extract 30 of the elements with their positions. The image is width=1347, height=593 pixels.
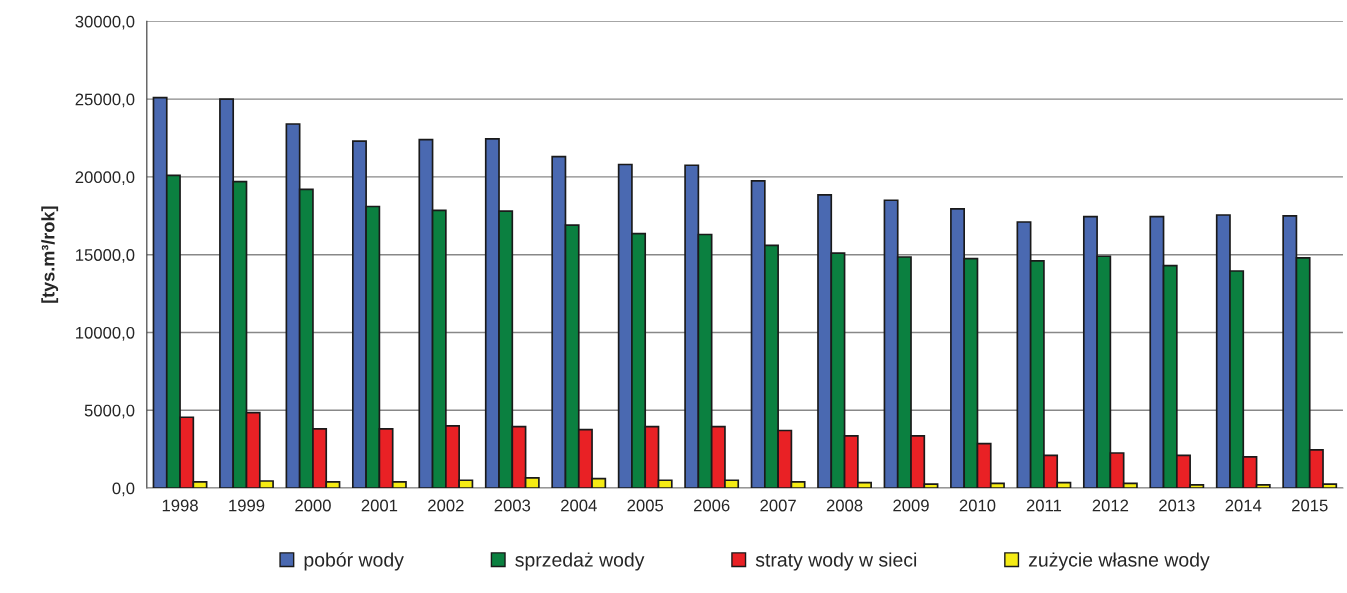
x-tick-label: 1999 <box>229 499 265 512</box>
legend-label: sprzedaż wody <box>515 552 645 571</box>
x-tick-label: 2007 <box>760 499 796 512</box>
x-tick-label: 2012 <box>1092 499 1129 512</box>
legend-label: pobór wody <box>304 552 404 571</box>
y-tick-label: 15000,0 <box>76 249 135 263</box>
legend-label: zużycie własne wody <box>1028 552 1210 571</box>
legend-label: straty wody w sieci <box>755 552 917 571</box>
x-tick-label: 2014 <box>1225 499 1262 512</box>
x-tick-label: 2010 <box>959 499 996 512</box>
y-tick-label: 0,0 <box>112 482 135 497</box>
x-tick-label: 2000 <box>295 499 331 512</box>
x-tick-label: 2011 <box>1026 499 1062 512</box>
x-tick-label: 2003 <box>494 499 531 512</box>
x-tick-label: 2015 <box>1292 499 1328 512</box>
x-tick-label: 2013 <box>1159 499 1195 512</box>
y-tick-label: 30000,0 <box>75 15 135 30</box>
x-tick-label: 2001 <box>361 499 398 512</box>
y-tick-label: 25000,0 <box>75 93 135 108</box>
x-tick-label: 2009 <box>893 499 929 512</box>
y-tick-label: 20000,0 <box>75 171 135 186</box>
y-axis-title: [tys.m³/rok] <box>41 206 59 303</box>
y-tick-label: 5000,0 <box>84 404 135 419</box>
x-tick-label: 2006 <box>693 499 730 512</box>
x-tick-label: 1998 <box>162 499 198 512</box>
x-tick-label: 2005 <box>627 499 664 512</box>
x-tick-label: 2004 <box>561 499 597 512</box>
x-tick-label: 2002 <box>428 499 464 512</box>
y-tick-label: 10000,0 <box>76 326 135 341</box>
x-tick-label: 2008 <box>826 499 863 512</box>
